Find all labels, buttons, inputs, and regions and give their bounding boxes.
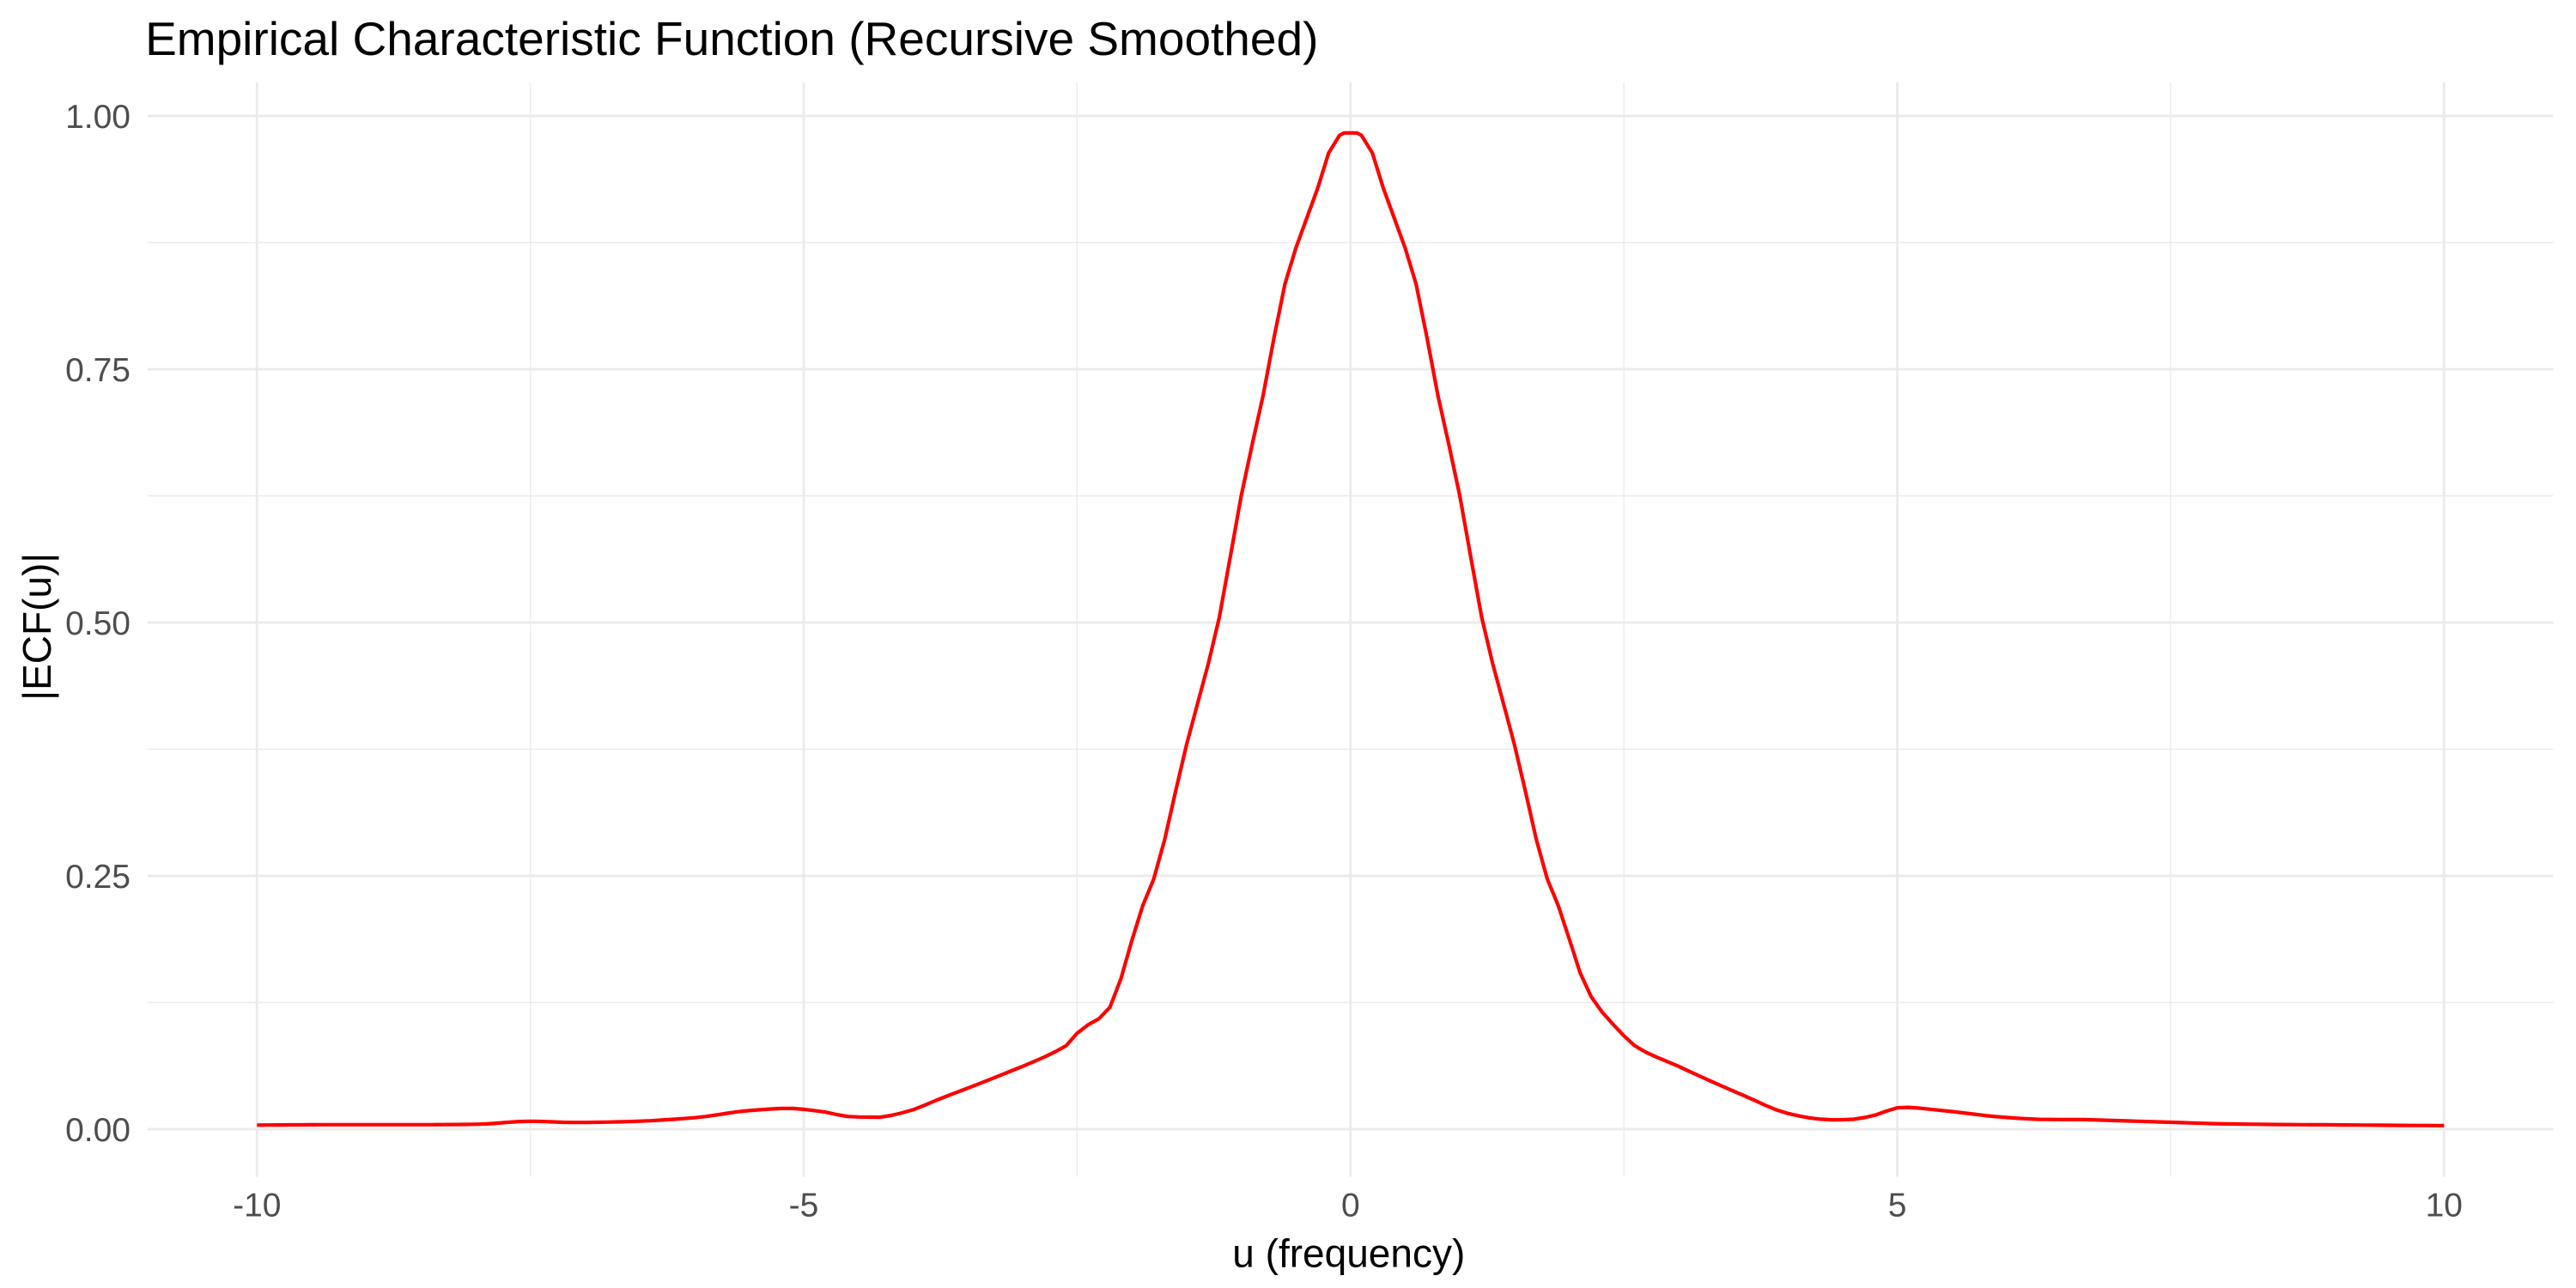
svg-text:1.00: 1.00 (65, 99, 131, 136)
svg-text:10: 10 (2426, 1187, 2463, 1224)
svg-text:|ECF(u)|: |ECF(u)| (15, 553, 59, 701)
svg-text:u (frequency): u (frequency) (1232, 1230, 1465, 1275)
svg-text:0.25: 0.25 (65, 859, 131, 896)
svg-text:0.50: 0.50 (65, 605, 131, 642)
svg-text:0.00: 0.00 (65, 1112, 131, 1149)
svg-text:-5: -5 (789, 1187, 819, 1224)
svg-text:-10: -10 (233, 1187, 281, 1224)
svg-text:0.75: 0.75 (65, 352, 131, 389)
svg-text:0: 0 (1341, 1187, 1360, 1224)
svg-text:5: 5 (1888, 1187, 1907, 1224)
svg-text:Empirical Characteristic Funct: Empirical Characteristic Function (Recur… (145, 12, 1318, 65)
